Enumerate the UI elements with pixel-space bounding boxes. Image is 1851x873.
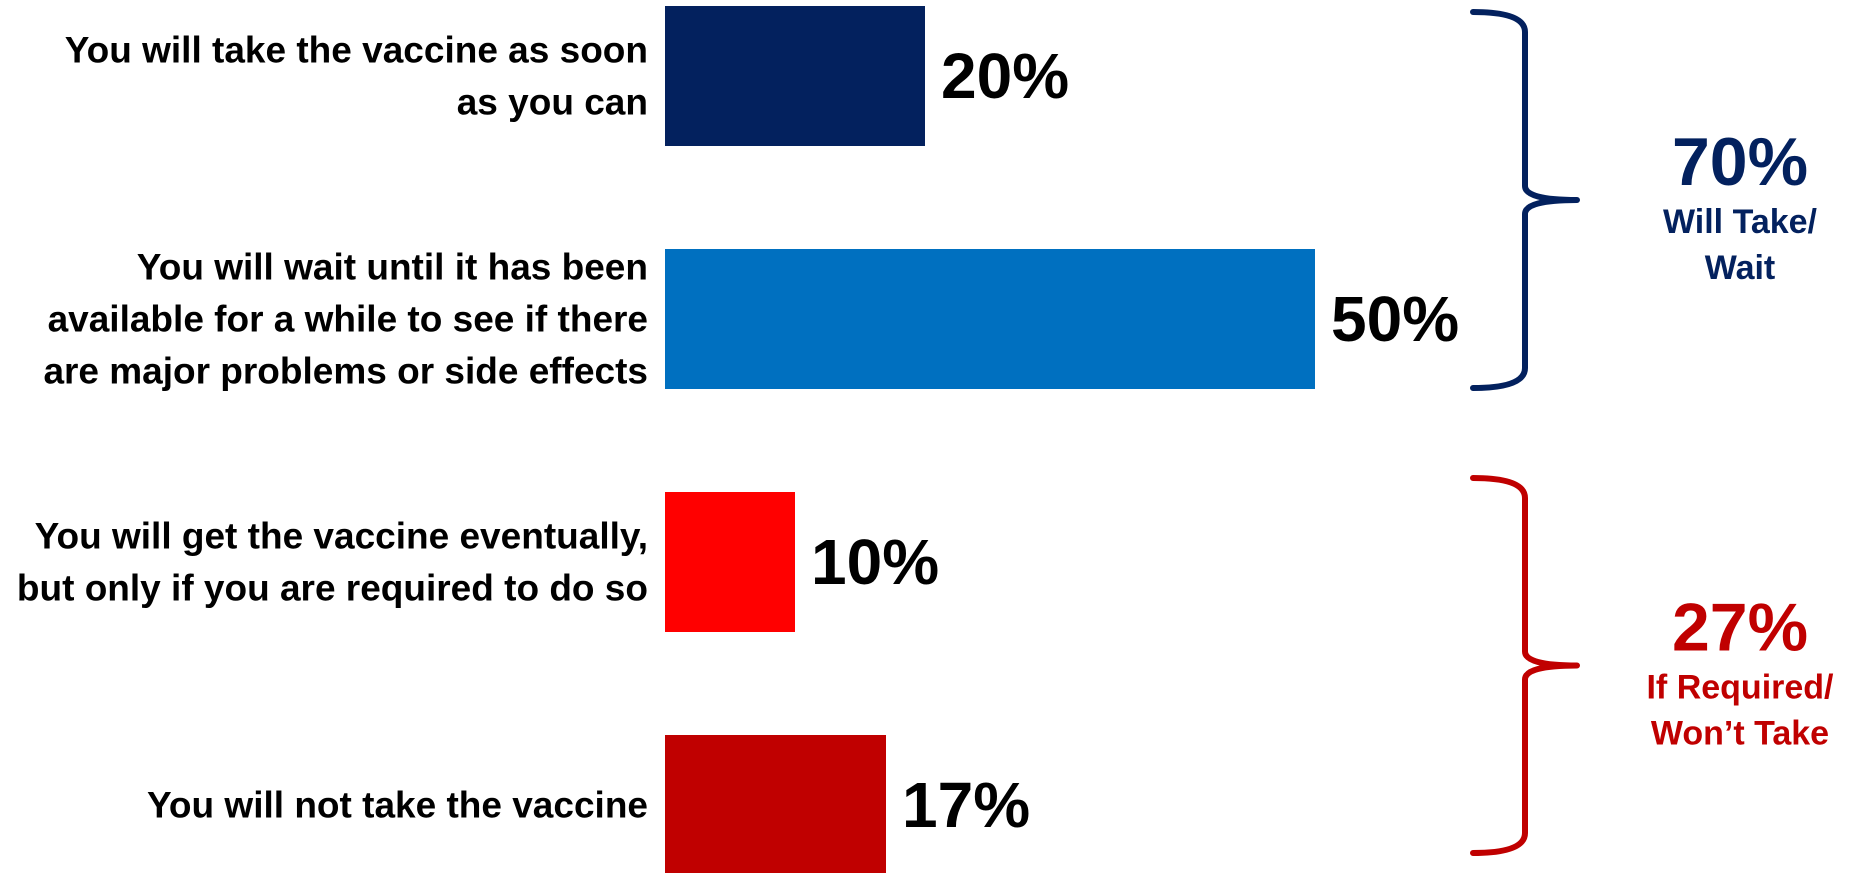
category-label-3-line-2: but only if you are required to do so [17, 568, 648, 609]
bar-value-label-3: 10% [811, 526, 939, 598]
category-label-2-line-1: You will wait until it has been [137, 247, 648, 288]
group-label-2-line-1: If Required/ [1646, 669, 1834, 707]
bar-2 [665, 249, 1315, 389]
category-label-4-line-1: You will not take the vaccine [147, 785, 648, 826]
category-label-1-line-2: as you can [457, 82, 648, 123]
bar-4 [665, 735, 886, 873]
category-label-2-line-3: are major problems or side effects [43, 351, 648, 392]
bar-3 [665, 492, 795, 632]
group-label-2-line-2: Won’t Take [1651, 715, 1829, 753]
bar-value-label-4: 17% [902, 769, 1030, 841]
group-label-1-line-1: Will Take/ [1663, 203, 1818, 241]
bar-value-label-1: 20% [941, 40, 1069, 112]
category-label-2-line-2: available for a while to see if there [48, 299, 648, 340]
category-label-3-line-1: You will get the vaccine eventually, [35, 516, 648, 557]
group-percent-1: 70% [1672, 124, 1808, 200]
group-brace-2 [1470, 475, 1580, 856]
bar-1 [665, 6, 925, 146]
group-brace-1 [1470, 9, 1580, 391]
group-percent-2: 27% [1672, 590, 1808, 666]
category-label-1-line-1: You will take the vaccine as soon [65, 30, 648, 71]
bar-value-label-2: 50% [1331, 283, 1459, 355]
group-label-1-line-2: Wait [1705, 249, 1776, 287]
